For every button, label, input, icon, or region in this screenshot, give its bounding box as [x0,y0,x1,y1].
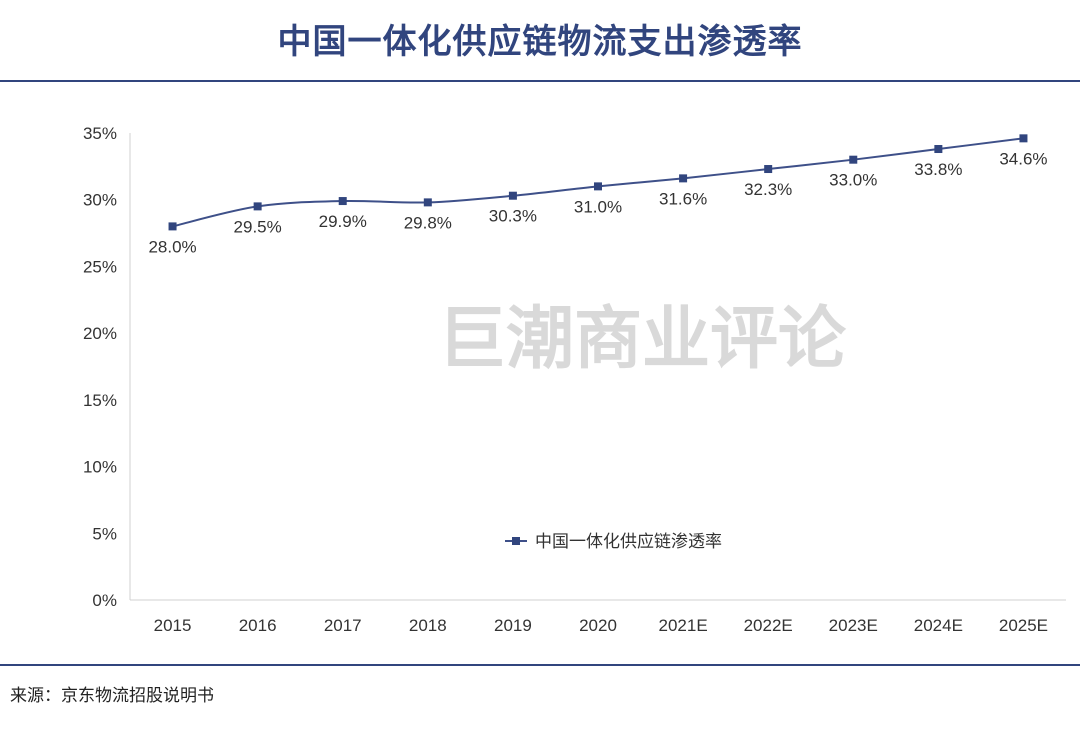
x-tick-label: 2025E [999,616,1048,635]
data-label: 31.6% [659,189,707,208]
x-tick-label: 2021E [659,616,708,635]
data-point-marker [679,174,688,183]
x-tick-label: 2018 [409,616,447,635]
data-label: 31.0% [574,197,622,216]
data-point-marker [764,165,773,174]
footer-divider [0,664,1080,666]
data-point-marker [1019,134,1028,143]
data-label: 33.0% [829,171,877,190]
y-tick-label: 5% [92,524,117,543]
x-tick-label: 2024E [914,616,963,635]
legend: 中国一体化供应链渗透率 [505,532,722,552]
x-tick-label: 2019 [494,616,532,635]
y-tick-label: 10% [83,458,117,477]
data-point-marker [934,145,943,154]
watermark-text: 巨潮商业评论 [438,300,847,379]
y-axis-ticks: 0% 5% 10% 15% 20% 25% 30% 35% [83,124,117,610]
data-point-marker [253,202,262,211]
data-point-marker [423,198,432,207]
y-tick-label: 30% [83,191,117,210]
series-markers [168,134,1028,231]
data-labels: 28.0% 29.5% 29.9% 29.8% 30.3% 31.0% 31.6% 32.3%… [148,149,1047,256]
y-tick-label: 35% [83,124,117,143]
chart-title: 中国一体化供应链物流支出渗透率 [277,22,803,62]
data-label: 28.0% [148,237,196,256]
axes [129,133,1066,601]
x-tick-label: 2023E [829,616,878,635]
data-label: 33.8% [914,160,962,179]
y-tick-label: 20% [83,324,117,343]
y-tick-label: 15% [83,391,117,410]
x-axis-ticks: 2015 2016 2017 2018 2019 2020 2021E 2022E 2023E 2… [154,616,1048,635]
line-chart: 巨潮商业评论 0%5%10%15%20%25%30%35% 2015 2016 20… [83,124,1066,635]
data-label: 29.9% [319,212,367,231]
data-label: 29.8% [404,213,452,232]
data-label: 29.5% [234,217,282,236]
data-label: 30.3% [489,207,537,226]
x-tick-label: 2017 [324,616,362,635]
source-note: 来源：京东物流招股说明书 [10,686,214,706]
x-tick-label: 2020 [579,616,617,635]
data-point-marker [508,191,517,200]
x-tick-label: 2022E [744,616,793,635]
data-point-marker [338,197,347,206]
x-tick-label: 2016 [239,616,277,635]
data-point-marker [849,155,858,164]
data-point-marker [168,222,177,231]
title-divider [0,80,1080,82]
legend-marker-icon [512,537,520,545]
data-label: 32.3% [744,180,792,199]
data-label: 34.6% [999,149,1047,168]
legend-label: 中国一体化供应链渗透率 [535,532,722,552]
y-tick-label: 0% [92,591,117,610]
x-tick-label: 2015 [154,616,192,635]
data-point-marker [594,182,602,191]
y-tick-label: 25% [83,257,117,276]
